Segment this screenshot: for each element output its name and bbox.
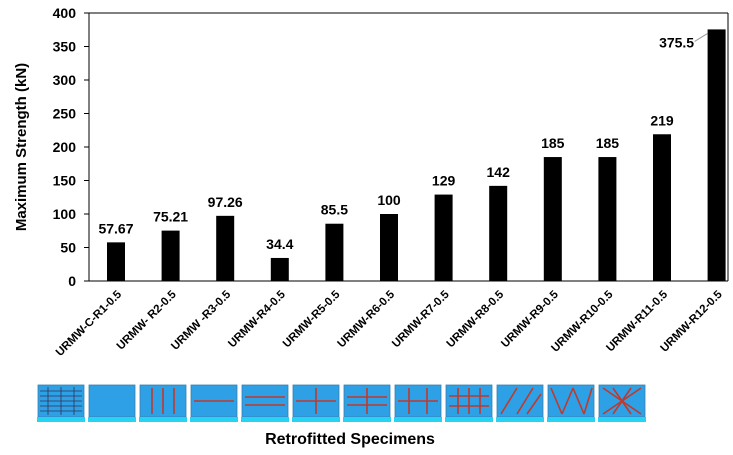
data-label: 142	[487, 164, 511, 180]
data-label: 75.21	[153, 209, 188, 225]
specimen-thumbnail	[598, 384, 646, 422]
strap-line	[572, 387, 585, 415]
y-tick-label: 150	[53, 173, 77, 189]
base-strip	[496, 417, 544, 422]
bar	[380, 214, 398, 281]
bar	[489, 185, 508, 281]
category-label: URMW-C-R1-0.5	[54, 288, 125, 359]
base-strip	[547, 417, 595, 422]
data-label: 129	[432, 173, 456, 189]
base-strip	[37, 417, 85, 422]
bar	[216, 215, 235, 281]
base-strip	[292, 417, 340, 422]
y-tick-label: 200	[53, 139, 77, 155]
specimen-thumbnail	[343, 384, 391, 422]
data-label: 219	[650, 112, 674, 128]
y-tick-label: 250	[53, 106, 77, 122]
y-tick-label: 300	[53, 72, 77, 88]
data-label: 85.5	[321, 202, 348, 218]
bar	[598, 157, 617, 281]
y-tick-label: 400	[53, 5, 77, 21]
plot-area	[88, 12, 729, 282]
data-label: 100	[377, 192, 401, 208]
category-label: URMW-R6-0.5	[335, 288, 397, 350]
y-axis-label: Maximum Strength (kN)	[13, 63, 30, 231]
specimen-thumbnail	[88, 384, 136, 422]
bar	[270, 257, 289, 281]
specimen-thumbnail	[292, 384, 340, 422]
wall-panel	[547, 384, 595, 418]
bar	[161, 230, 180, 281]
strap-line	[526, 393, 542, 415]
specimen-thumbnail	[190, 384, 238, 422]
base-strip	[241, 417, 289, 422]
base-strip	[88, 417, 136, 422]
wall-panel	[241, 384, 289, 418]
base-strip	[598, 417, 646, 422]
specimen-thumbnail	[139, 384, 187, 422]
data-label: 34.4	[266, 236, 293, 252]
data-label: 57.67	[98, 220, 133, 236]
strap-line	[516, 387, 534, 415]
category-label: URMW-R9-0.5	[499, 288, 561, 350]
base-strip	[343, 417, 391, 422]
strap-line	[583, 387, 593, 415]
strap-line	[612, 387, 632, 415]
specimen-thumbnail	[241, 384, 289, 422]
specimen-thumbnail	[445, 384, 493, 422]
specimen-thumbnails	[37, 384, 646, 422]
bar	[434, 194, 453, 281]
category-label: URMW-R4-0.5	[226, 288, 288, 350]
data-label-leader	[694, 32, 708, 42]
specimen-thumbnail	[394, 384, 442, 422]
data-label: 375.5	[659, 34, 694, 50]
data-label: 185	[596, 135, 620, 151]
specimen-thumbnail	[37, 384, 85, 422]
data-labels-group: 57.67 75.21 97.26 34.4 85.5 100 129 142 185 185 21…	[98, 32, 708, 252]
data-label: 97.26	[208, 194, 243, 210]
base-strip	[394, 417, 442, 422]
strap-line	[500, 387, 518, 415]
bar	[325, 223, 344, 281]
category-label: URMW-R8-0.5	[445, 288, 507, 350]
base-strip	[139, 417, 187, 422]
category-label: URMW -R3-0.5	[169, 288, 233, 352]
bar	[653, 134, 671, 281]
wall-panel	[88, 384, 136, 418]
y-tick-label: 0	[68, 273, 76, 289]
category-label: URMW-R5-0.5	[281, 288, 343, 350]
y-tick-label: 50	[60, 240, 76, 256]
bar	[707, 29, 726, 281]
bar	[543, 157, 562, 281]
y-tick-label: 350	[53, 39, 77, 55]
strap-line	[550, 387, 563, 415]
y-axis-ticks: 0 50 100 150 200 250 300 350 400	[53, 5, 89, 289]
strap-line	[561, 387, 574, 415]
x-axis-label: Retrofitted Specimens	[265, 431, 435, 448]
specimen-thumbnail	[547, 384, 595, 422]
base-strip	[445, 417, 493, 422]
specimen-thumbnail	[496, 384, 544, 422]
base-strip	[190, 417, 238, 422]
data-label: 185	[541, 135, 565, 151]
category-label: URMW-R7-0.5	[390, 288, 452, 350]
bar	[107, 242, 125, 281]
y-tick-label: 100	[53, 206, 77, 222]
bars-group	[107, 29, 726, 281]
